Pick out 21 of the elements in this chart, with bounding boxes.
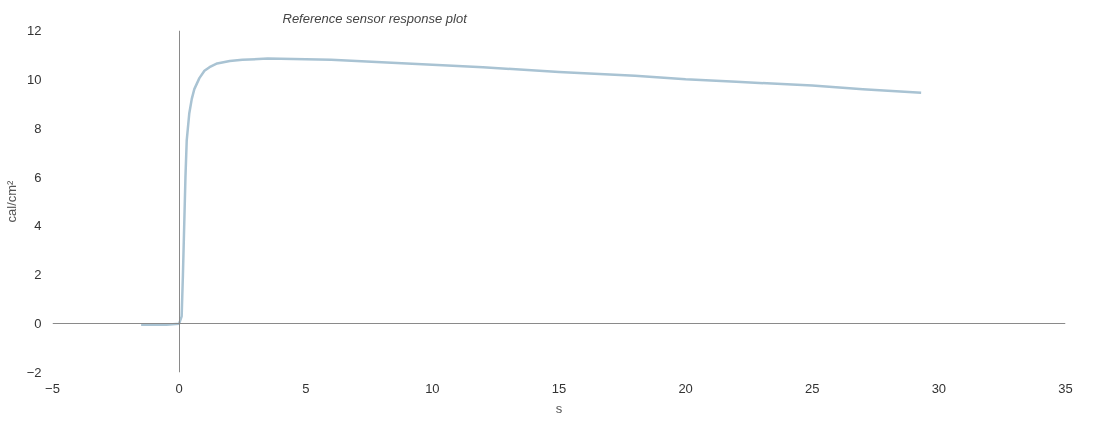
x-tick-label: −5: [45, 380, 60, 396]
y-tick-label: 4: [34, 218, 42, 234]
y-tick-label: 2: [34, 267, 42, 283]
x-tick-label: 25: [805, 380, 820, 396]
x-tick-label: 30: [931, 380, 947, 396]
y-tick-label: −2: [26, 365, 42, 380]
x-tick-label: 35: [1058, 380, 1073, 396]
line-series: [139, 57, 923, 327]
x-axis-title: s: [555, 400, 563, 416]
chart-title: Reference sensor response plot: [282, 10, 469, 26]
y-tick-label: 10: [27, 71, 42, 87]
y-axis-title: cal/cm²: [3, 179, 19, 223]
y-tick-label: 6: [34, 169, 42, 185]
x-tick-label: 15: [551, 380, 567, 396]
x-tick-label: 0: [175, 380, 183, 396]
x-tick-label: 5: [302, 380, 310, 396]
y-tick-label: 8: [34, 120, 42, 136]
y-tick-label: 0: [34, 316, 42, 332]
y-tick-label: 12: [27, 23, 42, 38]
x-tick-label: 20: [678, 380, 693, 396]
x-tick-label: 10: [425, 380, 440, 396]
